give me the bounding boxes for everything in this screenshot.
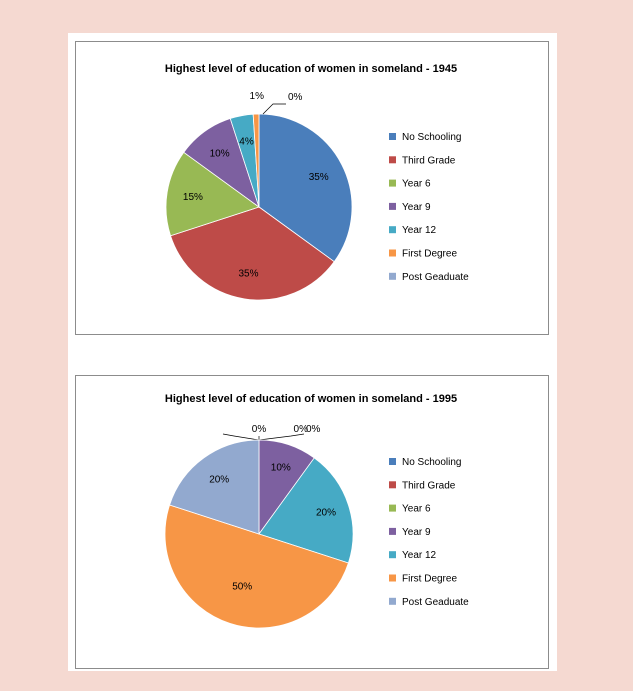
charts-panel: Highest level of education of women in s… <box>68 33 557 671</box>
legend-label-third-grade: Third Grade <box>402 480 456 491</box>
legend-swatch-year-12 <box>389 226 396 234</box>
data-label-year-9: 10% <box>271 463 291 474</box>
legend-swatch-third-grade <box>389 156 396 164</box>
legend-swatch-first-degree <box>389 249 396 257</box>
legend-label-year-6: Year 6 <box>402 504 431 515</box>
chart-title: Highest level of education of women in s… <box>165 63 457 75</box>
legend-swatch-post-geaduate <box>389 597 396 605</box>
data-label-year-12: 4% <box>239 137 254 148</box>
legend-label-year-12: Year 12 <box>402 225 437 236</box>
leader-line-year-6 <box>258 433 305 441</box>
legend-label-first-degree: First Degree <box>402 574 457 585</box>
legend-swatch-no-schooling <box>389 458 396 465</box>
legend-swatch-year-12 <box>389 551 396 559</box>
data-label-year-6: 15% <box>183 192 203 203</box>
data-label-post-geaduate: 20% <box>209 475 229 486</box>
data-label-no-schooling: 35% <box>309 172 329 183</box>
data-label-post-geaduate: 0% <box>288 92 303 103</box>
legend-label-year-9: Year 9 <box>402 202 431 213</box>
pie-chart-1995-svg: Highest level of education of women in s… <box>164 393 469 629</box>
pie-slice-third-grade <box>170 206 335 301</box>
pie-slice-year-6 <box>165 151 260 237</box>
legend-swatch-no-schooling <box>389 133 396 140</box>
chart-title: Highest level of education of women in s… <box>165 393 457 405</box>
legend-swatch-year-6 <box>389 504 396 512</box>
legend-label-third-grade: Third Grade <box>402 155 456 166</box>
pie-chart-1995: Highest level of education of women in s… <box>75 375 549 669</box>
pie-slice-first-degree <box>252 113 260 208</box>
data-label-third-grade: 35% <box>238 269 258 280</box>
pie-slice-post-geaduate <box>169 439 260 535</box>
legend-label-year-6: Year 6 <box>402 179 431 190</box>
legend-swatch-year-9 <box>389 527 396 535</box>
legend-label-year-9: Year 9 <box>402 527 431 538</box>
data-label-year-9: 10% <box>210 148 230 159</box>
data-label-third-grade: 0% <box>252 424 267 435</box>
leader-line-post-geaduate <box>262 103 286 115</box>
legend-label-year-12: Year 12 <box>402 550 437 561</box>
pie-chart-1945: Highest level of education of women in s… <box>75 41 549 335</box>
legend-label-post-geaduate: Post Geaduate <box>402 272 469 283</box>
pie-slice-first-degree <box>164 504 349 629</box>
legend-swatch-first-degree <box>389 574 396 582</box>
data-label-first-degree: 50% <box>232 581 252 592</box>
pie-slice-no-schooling <box>258 113 353 263</box>
pie-chart-1945-svg: Highest level of education of women in s… <box>165 63 469 301</box>
legend-swatch-post-geaduate <box>389 272 396 280</box>
legend-swatch-year-6 <box>389 179 396 187</box>
legend-label-first-degree: First Degree <box>402 249 457 260</box>
leader-line-no-schooling <box>222 433 260 441</box>
legend-swatch-third-grade <box>389 481 396 489</box>
legend-label-no-schooling: No Schooling <box>402 457 461 468</box>
pie-slice-year-12 <box>258 457 354 564</box>
data-label-first-degree: 1% <box>250 91 265 102</box>
data-label-year-12: 20% <box>316 508 336 519</box>
data-label-year-6: 0% <box>306 424 321 435</box>
data-label-no-schooling: 0% <box>294 424 309 435</box>
legend-label-post-geaduate: Post Geaduate <box>402 597 469 608</box>
legend-label-no-schooling: No Schooling <box>402 132 461 143</box>
legend-swatch-year-9 <box>389 202 396 210</box>
